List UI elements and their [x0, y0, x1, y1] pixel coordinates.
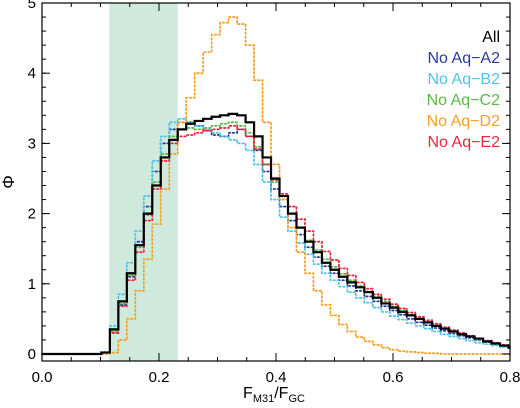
x-axis-label: FM31/FGC: [243, 385, 305, 405]
x-tick-label: 0.0: [32, 369, 53, 386]
y-tick-label: 1: [28, 276, 36, 293]
x-label-sub2: GC: [288, 393, 305, 405]
series-line-no-aq-d2: [41, 16, 511, 355]
x-tick-label: 0.8: [500, 369, 520, 386]
y-axis-label: Φ: [0, 175, 18, 189]
legend: All No Aq−A2 No Aq−B2 No Aq−C2 No Aq−D2 No Aq…: [427, 29, 500, 151]
legend-entry-no-aq-a2: No Aq−A2: [428, 50, 501, 67]
legend-entry-no-aq-b2: No Aq−B2: [428, 71, 501, 88]
x-tick-label: 0.2: [149, 369, 170, 386]
legend-entry-no-aq-e2: No Aq−E2: [428, 134, 501, 151]
y-tick-label: 0: [28, 346, 36, 363]
x-label-sub1: M31: [253, 393, 274, 405]
x-tick-label: 0.4: [266, 369, 287, 386]
y-tick-label: 3: [28, 135, 36, 152]
ticks-layer: 0.0 0.2 0.4 0.6 0.8 0 1 2 3 4 5: [28, 0, 520, 386]
x-label-main: F: [243, 385, 253, 402]
x-tick-label: 0.6: [383, 369, 404, 386]
y-tick-label: 5: [28, 0, 36, 12]
series-line-all: [42, 112, 510, 356]
series-layer: [41, 16, 511, 356]
legend-entry-no-aq-c2: No Aq−C2: [427, 92, 500, 109]
legend-entry-all: All: [482, 29, 500, 46]
y-tick-label: 2: [28, 206, 36, 223]
y-tick-label: 4: [28, 65, 36, 82]
x-label-slash: /F: [274, 385, 288, 402]
shaded-region: [109, 3, 178, 361]
legend-entry-no-aq-d2: No Aq−D2: [427, 113, 500, 130]
